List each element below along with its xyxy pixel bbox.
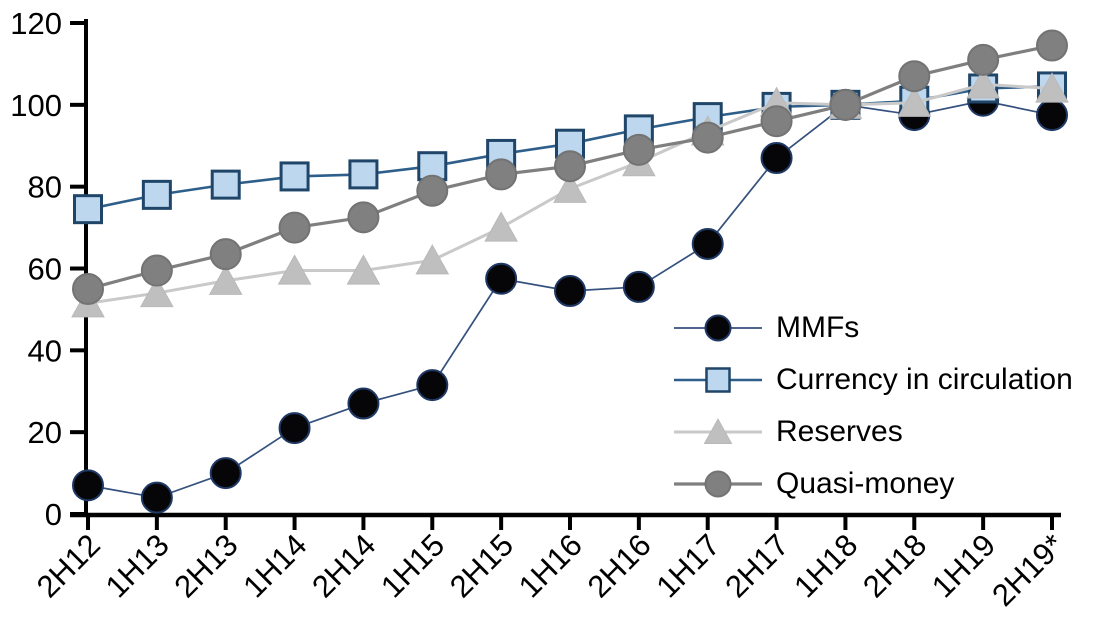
legend-label-mmfs: MMFs — [776, 311, 860, 344]
x-tick-label-1H16: 1H16 — [512, 527, 589, 604]
data-point-2H12 — [72, 272, 104, 305]
series-reserves — [71, 68, 1069, 318]
data-point-2H14 — [346, 254, 381, 285]
data-point-1H16 — [553, 172, 587, 203]
legend-item-quasi-money: Quasi-money — [672, 466, 954, 502]
x-tick-label-2H18: 2H18 — [856, 527, 933, 604]
data-point-2H17 — [760, 105, 793, 138]
data-point-2H13 — [210, 169, 241, 200]
series-mmfs — [72, 84, 1068, 514]
data-point-1H15 — [416, 174, 449, 207]
data-point-2H12 — [73, 194, 103, 225]
data-point-2H15 — [484, 211, 518, 242]
data-point-2H14 — [347, 201, 380, 234]
legend-marker-shape — [704, 470, 732, 498]
legend-item-mmfs: MMFs — [672, 310, 859, 346]
data-point-1H13 — [141, 179, 172, 210]
x-tick-label-2H13: 2H13 — [168, 527, 245, 604]
data-point-2H16 — [622, 133, 655, 166]
data-point-2H18 — [898, 60, 931, 93]
data-point-1H13 — [140, 276, 174, 308]
legend-label-quasi-money: Quasi-money — [776, 467, 955, 500]
data-point-2H12 — [72, 469, 104, 502]
x-tick-label-2H16: 2H16 — [581, 527, 658, 604]
y-tick-label-0: 0 — [45, 497, 62, 532]
x-tick-label-2H19*: 2H19* — [985, 527, 1071, 613]
legend-item-reserves: Reserves — [672, 414, 903, 450]
legend-marker-shape — [704, 314, 732, 342]
data-point-1H14 — [277, 254, 312, 285]
data-point-2H17 — [760, 142, 793, 175]
data-point-2H13 — [208, 264, 243, 295]
y-tick-label-80: 80 — [28, 170, 62, 205]
data-point-2H16 — [622, 270, 655, 303]
data-point-1H16 — [553, 150, 586, 183]
data-point-2H14 — [347, 387, 380, 420]
data-point-1H15 — [416, 369, 449, 402]
x-tick-label-2H17: 2H17 — [718, 527, 795, 604]
data-point-1H15 — [415, 244, 450, 275]
x-tick-label-2H15: 2H15 — [443, 527, 520, 604]
y-tick-label-40: 40 — [28, 333, 62, 368]
data-point-1H19 — [967, 43, 1000, 76]
x-tick-label-2H14: 2H14 — [305, 527, 382, 604]
data-point-2H18 — [897, 86, 932, 117]
x-tick-label-1H18: 1H18 — [787, 527, 864, 604]
legend-label-currency: Currency in circulation — [776, 363, 1073, 396]
data-point-1H14 — [279, 161, 310, 192]
data-point-2H14 — [348, 159, 379, 190]
data-point-2H15 — [485, 158, 518, 191]
y-tick-label-120: 120 — [10, 6, 62, 41]
data-point-1H13 — [140, 254, 173, 287]
reserves-line-marker-icon — [674, 418, 762, 444]
data-point-2H19* — [1035, 72, 1069, 103]
x-tick-label-2H12: 2H12 — [30, 527, 107, 604]
x-tick-label-1H15: 1H15 — [374, 527, 451, 604]
data-point-1H18 — [829, 88, 862, 121]
data-point-2H15 — [485, 262, 518, 295]
legend-marker-shape — [703, 418, 733, 444]
series-quasi-money — [72, 29, 1068, 305]
x-tick-label-1H13: 1H13 — [99, 527, 176, 604]
y-tick-label-60: 60 — [28, 252, 62, 287]
quasi-money-line-marker-icon — [674, 470, 762, 498]
y-tick-label-20: 20 — [28, 415, 62, 450]
legend-label-reserves: Reserves — [776, 415, 903, 448]
data-point-2H13 — [209, 457, 242, 490]
legend-item-currency: Currency in circulation — [672, 362, 1073, 398]
x-tick-label-1H17: 1H17 — [650, 527, 727, 604]
data-point-1H17 — [691, 121, 724, 154]
legend-marker-shape — [705, 367, 731, 393]
data-point-1H13 — [140, 481, 173, 514]
data-point-1H19 — [966, 68, 1000, 99]
x-tick-label-1H14: 1H14 — [236, 527, 313, 604]
data-point-1H17 — [691, 227, 724, 260]
mmfs-line-marker-icon — [674, 314, 762, 342]
data-point-1H14 — [278, 412, 311, 445]
data-point-2H13 — [209, 238, 242, 271]
data-point-2H19* — [1035, 29, 1068, 62]
currency-line-marker-icon — [674, 367, 762, 393]
data-point-2H19* — [1035, 99, 1068, 132]
data-point-1H16 — [553, 275, 586, 308]
data-point-1H14 — [278, 211, 311, 244]
y-tick-label-100: 100 — [10, 88, 62, 123]
